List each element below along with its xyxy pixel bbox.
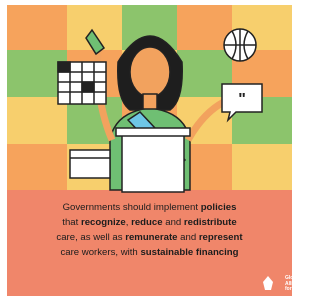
caption-text: and [163, 217, 184, 228]
caption-line: care, as well as remunerate and represen… [7, 230, 292, 245]
caption-text: care workers, with [60, 247, 140, 258]
calendar [58, 62, 106, 104]
caption-text: remunerate [125, 232, 177, 243]
caption-text: care, as well as [56, 232, 125, 243]
caption-text: policies [201, 202, 237, 213]
caption-text: recognize [81, 217, 126, 228]
svg-text:": " [238, 91, 246, 108]
caption-text: sustainable financing [140, 247, 238, 258]
globe [224, 29, 256, 61]
caption-text: that [62, 217, 81, 228]
caption-text: Governments should implement [63, 202, 201, 213]
caption-text: represent [199, 232, 243, 243]
logo-line: for C [285, 287, 297, 293]
caption-text: reduce [131, 217, 162, 228]
caption-text: and [177, 232, 198, 243]
caption-line: care workers, with sustainable financing [7, 245, 292, 260]
caption-line: Governments should implement policies [7, 200, 292, 215]
caption-text: redistribute [184, 217, 237, 228]
caption-line: that recognize, reduce and redistribute [7, 215, 292, 230]
